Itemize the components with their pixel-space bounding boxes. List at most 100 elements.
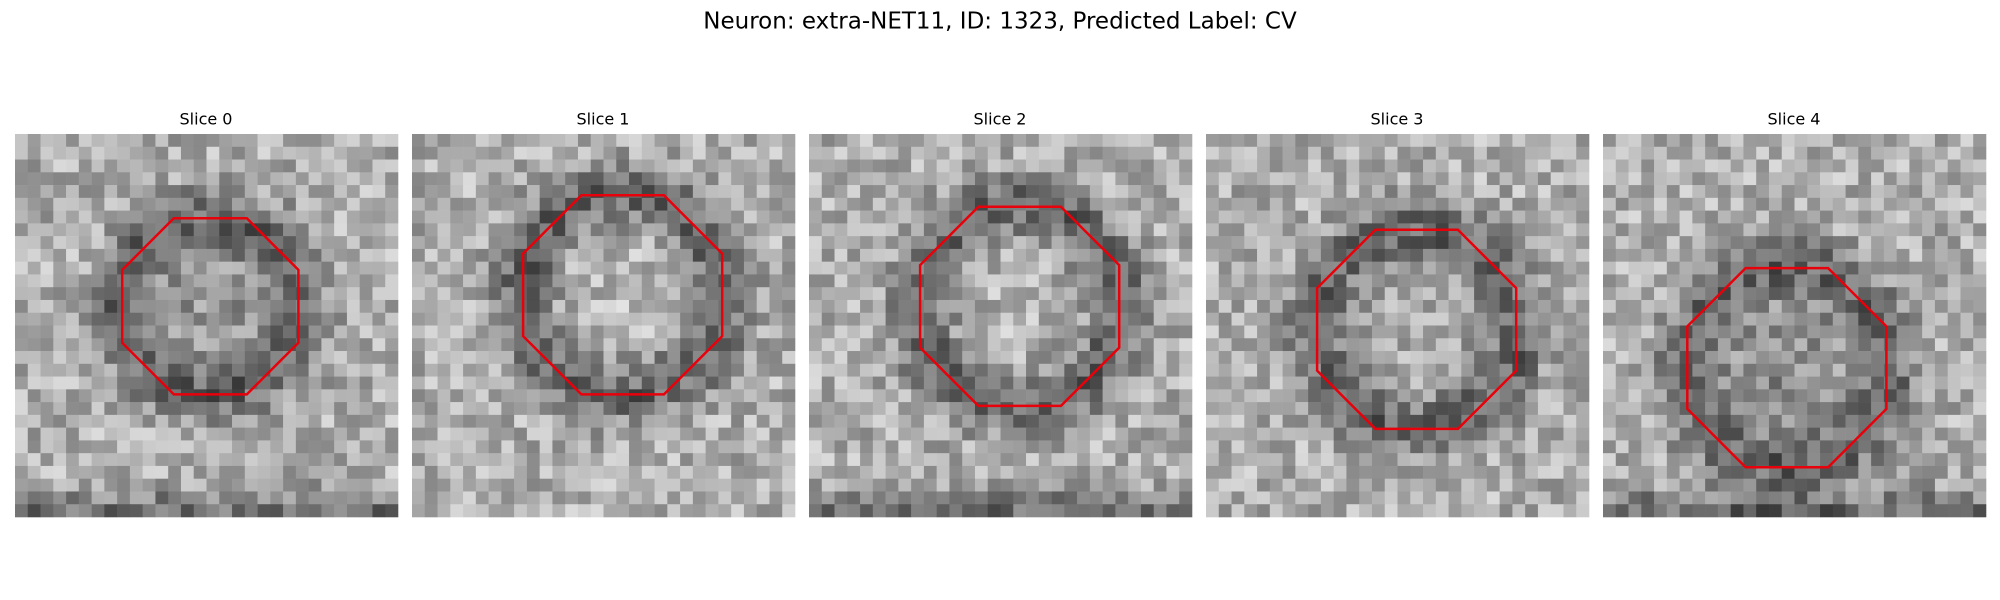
pixel bbox=[206, 223, 220, 237]
pixel bbox=[539, 159, 553, 173]
pixel bbox=[463, 236, 477, 250]
panel-title: Slice 3 bbox=[1371, 110, 1424, 129]
pixel bbox=[667, 134, 681, 148]
pixel bbox=[1115, 325, 1129, 339]
pixel bbox=[1333, 134, 1347, 148]
pixel bbox=[1615, 248, 1629, 262]
pixel bbox=[308, 223, 322, 237]
pixel bbox=[1435, 146, 1449, 160]
pixel bbox=[1730, 338, 1744, 352]
pixel bbox=[91, 172, 105, 186]
pixel bbox=[1128, 299, 1142, 314]
pixel bbox=[270, 185, 284, 199]
pixel bbox=[1883, 172, 1897, 186]
pixel bbox=[1705, 376, 1719, 390]
pixel bbox=[962, 351, 976, 365]
pixel bbox=[1115, 159, 1129, 173]
pixel bbox=[1371, 351, 1386, 365]
pixel bbox=[1333, 338, 1347, 352]
pixel bbox=[1666, 504, 1680, 518]
pixel bbox=[526, 159, 540, 173]
pixel bbox=[1000, 172, 1014, 186]
pixel bbox=[1871, 440, 1885, 454]
pixel bbox=[1333, 172, 1347, 186]
pixel bbox=[590, 491, 604, 505]
pixel bbox=[501, 236, 515, 250]
pixel bbox=[1218, 185, 1232, 199]
pixel bbox=[501, 312, 515, 326]
pixel bbox=[936, 478, 950, 492]
pixel bbox=[590, 351, 604, 365]
pixel bbox=[1089, 248, 1103, 262]
pixel bbox=[1486, 376, 1500, 390]
pixel bbox=[654, 261, 668, 275]
pixel bbox=[1743, 427, 1757, 441]
pixel bbox=[1128, 261, 1142, 275]
pixel bbox=[1499, 185, 1513, 199]
pixel bbox=[1615, 402, 1629, 416]
pixel bbox=[731, 453, 745, 467]
pixel bbox=[1512, 185, 1526, 199]
pixel bbox=[40, 185, 54, 199]
pixel bbox=[1486, 389, 1500, 403]
pixel bbox=[66, 376, 80, 390]
pixel bbox=[232, 236, 246, 250]
pixel bbox=[1525, 376, 1539, 390]
pixel bbox=[1371, 261, 1386, 275]
pixel bbox=[501, 185, 515, 199]
pixel bbox=[1026, 491, 1040, 505]
pixel bbox=[1448, 287, 1462, 301]
pixel bbox=[1820, 478, 1834, 492]
pixel bbox=[412, 248, 426, 262]
pixel bbox=[1960, 478, 1974, 492]
pixel bbox=[232, 312, 246, 326]
pixel bbox=[1423, 261, 1437, 275]
pixel bbox=[974, 440, 989, 454]
pixel bbox=[1743, 134, 1757, 148]
pixel bbox=[974, 134, 989, 148]
pixel bbox=[1525, 185, 1539, 199]
pixel bbox=[667, 261, 681, 275]
pixel bbox=[1871, 491, 1885, 505]
pixel bbox=[1730, 440, 1744, 454]
pixel bbox=[1909, 287, 1923, 301]
pixel bbox=[450, 491, 464, 505]
pixel bbox=[424, 299, 438, 314]
pixel bbox=[1486, 312, 1500, 326]
pixel bbox=[1333, 312, 1347, 326]
pixel bbox=[412, 325, 426, 339]
pixel bbox=[1820, 363, 1834, 377]
pixel bbox=[1845, 312, 1859, 326]
pixel bbox=[1128, 274, 1142, 288]
pixel bbox=[834, 427, 848, 441]
pixel bbox=[577, 427, 592, 441]
pixel bbox=[1410, 325, 1424, 339]
pixel bbox=[692, 414, 706, 428]
pixel bbox=[1166, 504, 1180, 518]
pixel bbox=[1550, 504, 1564, 518]
pixel bbox=[295, 236, 309, 250]
pixel bbox=[1576, 197, 1590, 211]
pixel bbox=[437, 274, 451, 288]
pixel bbox=[346, 440, 360, 454]
pixel bbox=[629, 146, 643, 160]
pixel bbox=[270, 453, 284, 467]
pixel bbox=[27, 376, 41, 390]
pixel bbox=[193, 134, 207, 148]
pixel bbox=[372, 389, 386, 403]
pixel bbox=[1166, 236, 1180, 250]
pixel bbox=[667, 414, 681, 428]
pixel bbox=[1537, 338, 1551, 352]
pixel bbox=[1603, 414, 1617, 428]
pixel bbox=[475, 299, 489, 314]
pixel bbox=[1550, 440, 1564, 454]
pixel bbox=[1883, 427, 1897, 441]
pixel bbox=[104, 146, 118, 160]
pixel bbox=[1730, 185, 1744, 199]
pixel bbox=[53, 491, 67, 505]
pixel bbox=[743, 453, 757, 467]
pixel bbox=[450, 427, 464, 441]
pixel bbox=[424, 236, 438, 250]
pixel bbox=[1013, 312, 1027, 326]
pixel bbox=[603, 478, 617, 492]
